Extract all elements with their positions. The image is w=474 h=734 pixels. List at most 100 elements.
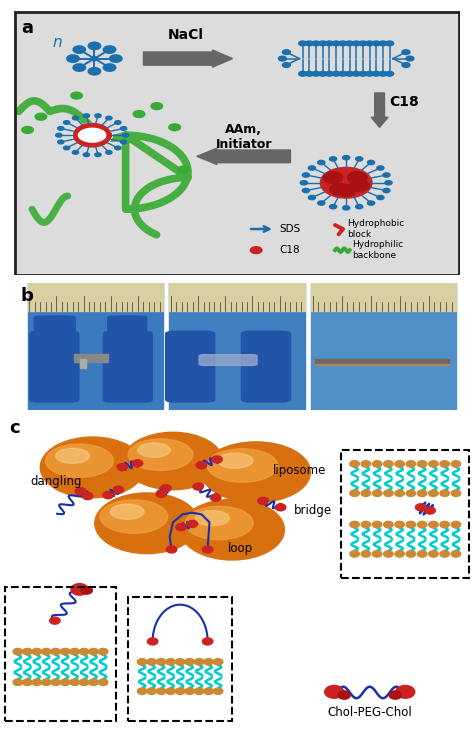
Text: liposome: liposome bbox=[273, 464, 326, 477]
Circle shape bbox=[350, 521, 359, 528]
Ellipse shape bbox=[195, 511, 229, 526]
Circle shape bbox=[89, 648, 98, 655]
Circle shape bbox=[361, 490, 371, 496]
Text: C18: C18 bbox=[389, 95, 419, 109]
Circle shape bbox=[178, 166, 189, 173]
Circle shape bbox=[73, 64, 85, 71]
Circle shape bbox=[418, 490, 427, 496]
Circle shape bbox=[305, 41, 313, 46]
Circle shape bbox=[350, 550, 359, 557]
Circle shape bbox=[83, 153, 90, 156]
Circle shape bbox=[309, 195, 316, 200]
Circle shape bbox=[385, 41, 393, 46]
Circle shape bbox=[326, 71, 334, 76]
Circle shape bbox=[339, 41, 347, 46]
Circle shape bbox=[343, 156, 350, 160]
Circle shape bbox=[13, 648, 23, 655]
FancyBboxPatch shape bbox=[108, 316, 124, 341]
FancyBboxPatch shape bbox=[52, 316, 69, 341]
Circle shape bbox=[151, 103, 163, 109]
Circle shape bbox=[329, 157, 337, 161]
Circle shape bbox=[64, 146, 70, 150]
Text: n: n bbox=[52, 34, 62, 50]
Circle shape bbox=[88, 68, 100, 75]
Circle shape bbox=[117, 464, 128, 470]
Circle shape bbox=[323, 172, 343, 184]
Circle shape bbox=[156, 490, 166, 498]
Circle shape bbox=[175, 688, 185, 694]
Circle shape bbox=[451, 550, 461, 557]
Circle shape bbox=[383, 490, 393, 496]
Circle shape bbox=[103, 46, 116, 54]
Circle shape bbox=[60, 648, 70, 655]
Circle shape bbox=[367, 201, 374, 206]
Circle shape bbox=[377, 166, 384, 170]
Ellipse shape bbox=[123, 432, 223, 490]
Circle shape bbox=[356, 205, 363, 208]
Bar bbox=[130, 597, 232, 719]
Circle shape bbox=[346, 71, 354, 76]
Circle shape bbox=[305, 71, 313, 76]
Circle shape bbox=[98, 648, 108, 655]
Circle shape bbox=[122, 134, 129, 137]
Circle shape bbox=[113, 486, 124, 493]
Circle shape bbox=[71, 584, 88, 595]
Circle shape bbox=[73, 46, 85, 54]
Circle shape bbox=[212, 456, 222, 463]
Circle shape bbox=[320, 167, 372, 198]
Circle shape bbox=[103, 64, 116, 71]
FancyBboxPatch shape bbox=[59, 316, 75, 341]
Circle shape bbox=[383, 550, 393, 557]
Bar bbox=[311, 283, 456, 410]
Circle shape bbox=[356, 157, 363, 161]
Circle shape bbox=[361, 521, 371, 528]
Text: b: b bbox=[21, 287, 34, 305]
Circle shape bbox=[440, 521, 449, 528]
Circle shape bbox=[60, 679, 70, 686]
Circle shape bbox=[103, 492, 113, 498]
Circle shape bbox=[406, 521, 416, 528]
Circle shape bbox=[13, 679, 23, 686]
Circle shape bbox=[379, 71, 387, 76]
Circle shape bbox=[156, 658, 166, 665]
Circle shape bbox=[67, 55, 79, 62]
Circle shape bbox=[120, 126, 127, 130]
Circle shape bbox=[350, 180, 369, 192]
Ellipse shape bbox=[128, 439, 193, 470]
Circle shape bbox=[156, 688, 166, 694]
Circle shape bbox=[58, 126, 64, 130]
Circle shape bbox=[91, 57, 98, 61]
Circle shape bbox=[194, 658, 204, 665]
Circle shape bbox=[330, 184, 349, 195]
Circle shape bbox=[83, 114, 90, 117]
Circle shape bbox=[133, 111, 145, 117]
Circle shape bbox=[42, 679, 51, 686]
Circle shape bbox=[350, 490, 359, 496]
Text: SDS: SDS bbox=[279, 224, 301, 234]
Circle shape bbox=[343, 206, 350, 210]
Circle shape bbox=[71, 92, 82, 99]
Circle shape bbox=[440, 461, 449, 467]
Circle shape bbox=[73, 116, 79, 120]
Circle shape bbox=[176, 523, 186, 531]
Circle shape bbox=[406, 57, 414, 61]
Circle shape bbox=[365, 41, 374, 46]
Circle shape bbox=[175, 658, 185, 665]
Circle shape bbox=[185, 658, 194, 665]
Ellipse shape bbox=[185, 506, 253, 539]
Bar bbox=[5, 587, 116, 722]
Circle shape bbox=[278, 57, 286, 61]
Circle shape bbox=[402, 50, 410, 54]
FancyBboxPatch shape bbox=[166, 331, 215, 402]
Circle shape bbox=[395, 490, 404, 496]
Bar bbox=[74, 354, 108, 362]
Bar bbox=[341, 450, 469, 578]
Bar bbox=[27, 283, 164, 410]
Circle shape bbox=[79, 679, 89, 686]
Circle shape bbox=[373, 461, 382, 467]
Circle shape bbox=[70, 648, 79, 655]
Circle shape bbox=[337, 185, 356, 197]
Bar bbox=[7, 587, 116, 719]
Circle shape bbox=[115, 120, 121, 124]
Circle shape bbox=[161, 484, 171, 492]
